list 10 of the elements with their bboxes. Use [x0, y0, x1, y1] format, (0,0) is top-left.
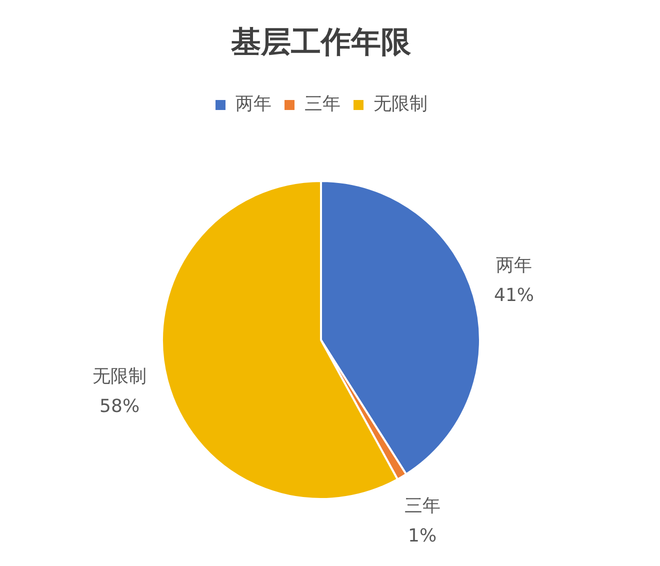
slice-label: 无限制 [92, 366, 147, 388]
chart-title: 基层工作年限 [230, 24, 412, 60]
slice-label: 三年 [404, 495, 440, 516]
slice-label: 两年 [496, 254, 532, 276]
legend-label: 无限制 [374, 94, 428, 115]
data-label: 58% [100, 396, 140, 418]
legend-label: 两年 [236, 94, 272, 115]
legend-label: 三年 [304, 94, 340, 115]
data-label: 41% [494, 284, 534, 306]
data-label: 1% [408, 525, 437, 546]
